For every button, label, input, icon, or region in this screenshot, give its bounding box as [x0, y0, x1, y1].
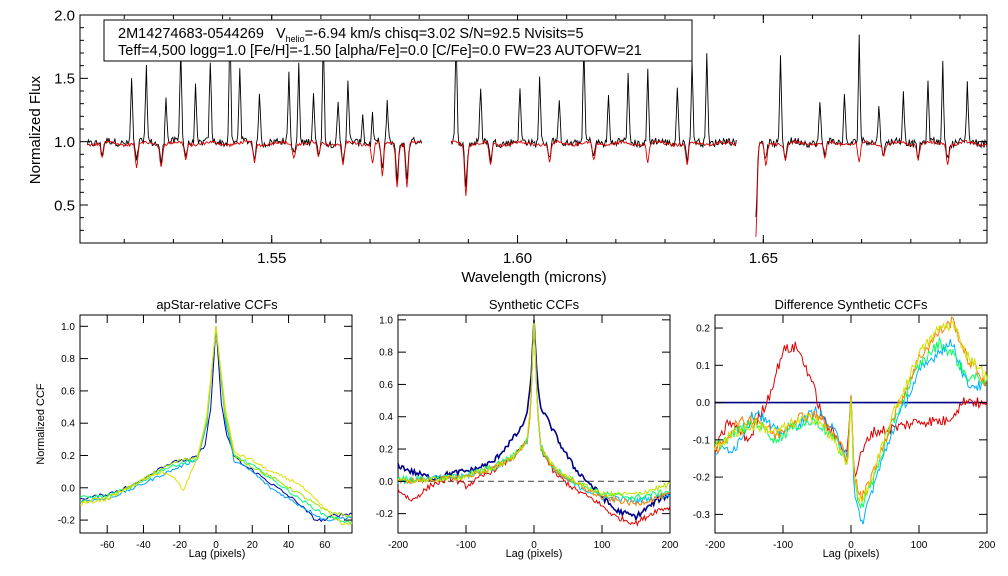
- p2-xtick-label: -100: [456, 540, 476, 551]
- spectrum-ytick-label: 0.5: [54, 197, 75, 214]
- p1-ytick-label: -0.2: [58, 516, 76, 527]
- ccf2-xlabel: Lag (pixels): [506, 548, 563, 560]
- spectrum-info-line2: Teff=4,500 logg=1.0 [Fe/H]=-1.50 [alpha/…: [118, 43, 642, 59]
- p1-series-line: [79, 326, 353, 523]
- observed-spectrum-segment: [755, 34, 988, 218]
- ccf3-title: Difference Synthetic CCFs: [775, 297, 928, 312]
- p3-series-line: [714, 339, 988, 525]
- p3-series-line: [714, 316, 988, 502]
- p2-ytick-label: 0.6: [379, 380, 393, 391]
- spectrum-ytick-label: 2.0: [54, 7, 75, 24]
- ccf3-frame: [714, 314, 988, 534]
- ccf3-series: [714, 316, 988, 525]
- p1-ytick-label: 1.0: [61, 322, 75, 333]
- p1-xtick-label: 40: [283, 540, 295, 551]
- spectrum-info-line1: 2M14274683-0544269 Vhelio=-6.94 km/s chi…: [118, 26, 584, 44]
- spectrum-ylabel: Normalized Flux: [27, 75, 44, 184]
- p3-xtick-label: 0: [848, 540, 854, 551]
- spectrum-xlabel: Wavelength (microns): [461, 269, 606, 286]
- ccf2-frame: [397, 314, 671, 534]
- p3-ytick-label: 0.1: [696, 361, 710, 372]
- p2-ytick-label: 0.0: [379, 477, 393, 488]
- p1-xtick-label: -20: [173, 540, 188, 551]
- p2-ytick-label: 1.0: [379, 315, 393, 326]
- vhelio-subscript: helio: [286, 34, 305, 44]
- spectrum-axes: 1.55 1.60 1.65 0.5 1.0 1.5 2.0: [54, 7, 987, 267]
- spectrum-info-box: [103, 19, 693, 62]
- p2-series-line: [397, 319, 671, 527]
- p2-ytick-label: -0.2: [376, 509, 394, 520]
- spectrum-ytick-label: 1.0: [54, 134, 75, 151]
- p1-series-line: [79, 326, 353, 518]
- ccf1-xlabel: Lag (pixels): [189, 548, 246, 560]
- p1-ytick-label: 0.2: [61, 451, 75, 462]
- model-spectrum-segment: [450, 139, 737, 197]
- p2-series-line: [397, 319, 671, 523]
- p1-xtick-label: 60: [319, 540, 331, 551]
- p1-ytick-label: 0.0: [61, 483, 75, 494]
- p1-ytick-label: 0.6: [61, 386, 75, 397]
- spectrum-traces: [86, 17, 988, 237]
- p1-series-line: [79, 326, 353, 526]
- ccf1-series: [79, 326, 353, 526]
- star-id: 2M14274683-0544269: [118, 26, 264, 42]
- p1-xtick-label: 20: [247, 540, 259, 551]
- p2-ytick-label: 0.2: [379, 445, 393, 456]
- p3-ytick-label: 0.0: [696, 398, 710, 409]
- p2-xtick-label: 200: [662, 540, 679, 551]
- ccf3-xlabel: Lag (pixels): [823, 548, 880, 560]
- p2-xtick-label: 100: [594, 540, 611, 551]
- p2-xtick-label: 0: [531, 540, 537, 551]
- spectrum-xtick-label: 1.60: [503, 250, 532, 267]
- p1-xtick-label: 0: [213, 540, 219, 551]
- spectrum-xtick-label: 1.55: [257, 250, 286, 267]
- p3-ytick-label: -0.2: [693, 473, 711, 484]
- p3-ytick-label: -0.3: [693, 510, 711, 521]
- p3-series-line: [714, 321, 988, 504]
- ccf2-title: Synthetic CCFs: [489, 297, 580, 312]
- p1-ytick-label: 0.4: [61, 419, 75, 430]
- ccf1-axes: -60 -40 -20 0 20 40 60 -0.2 0.0 0.2 0.4 0.6 0.8 1.0: [58, 315, 352, 551]
- ccf1-ylabel: Normalized CCF: [35, 383, 47, 465]
- info-line1-rest: =-6.94 km/s chisq=3.02 S/N=92.5 Nvisits=…: [305, 26, 584, 42]
- ccf2-series: [397, 319, 671, 527]
- p1-xtick-label: -60: [100, 540, 115, 551]
- spectrum-panel: 1.55 1.60 1.65 0.5 1.0 1.5 2.0 Wavelength (mic…: [27, 7, 988, 286]
- ccf-panel-synthetic: Synthetic CCFs -200 -100 0 100 200 -0.2 0.0 0.2…: [376, 297, 679, 560]
- p2-series-line: [397, 319, 671, 505]
- p1-xtick-label: -40: [136, 540, 151, 551]
- p3-xtick-label: 200: [979, 540, 996, 551]
- ccf-panel-difference: Difference Synthetic CCFs -200 -100 0 100 20…: [693, 297, 996, 560]
- ccf1-title: apStar-relative CCFs: [156, 297, 278, 312]
- spectrum-ytick-label: 1.5: [54, 71, 75, 88]
- ccf-panel-apstar: apStar-relative CCFs -60 -40 -20 0 20 40 60 -0.…: [35, 297, 353, 560]
- p2-ytick-label: 0.8: [379, 348, 393, 359]
- p3-ytick-label: 0.2: [696, 324, 710, 335]
- p2-series-line: [397, 319, 671, 501]
- model-spectrum-segment: [87, 139, 422, 188]
- p2-ytick-label: 0.4: [379, 412, 393, 423]
- ccf2-axes: -200 -100 0 100 200 -0.2 0.0 0.2 0.4 0.6 0.8 1.0: [376, 315, 679, 551]
- vhelio-label: V: [276, 26, 286, 42]
- model-spectrum-segment: [755, 139, 988, 237]
- p3-xtick-label: -200: [705, 540, 725, 551]
- p2-series-line: [397, 319, 671, 498]
- p2-xtick-label: -200: [388, 540, 408, 551]
- p3-xtick-label: 100: [911, 540, 928, 551]
- ccf3-axes: -200 -100 0 100 200 -0.3 -0.2 -0.1 0.0 0.1 0.2: [693, 315, 996, 551]
- p1-ytick-label: 0.8: [61, 354, 75, 365]
- p3-xtick-label: -100: [773, 540, 793, 551]
- spectrum-xtick-label: 1.65: [749, 250, 778, 267]
- p3-ytick-label: -0.1: [693, 435, 711, 446]
